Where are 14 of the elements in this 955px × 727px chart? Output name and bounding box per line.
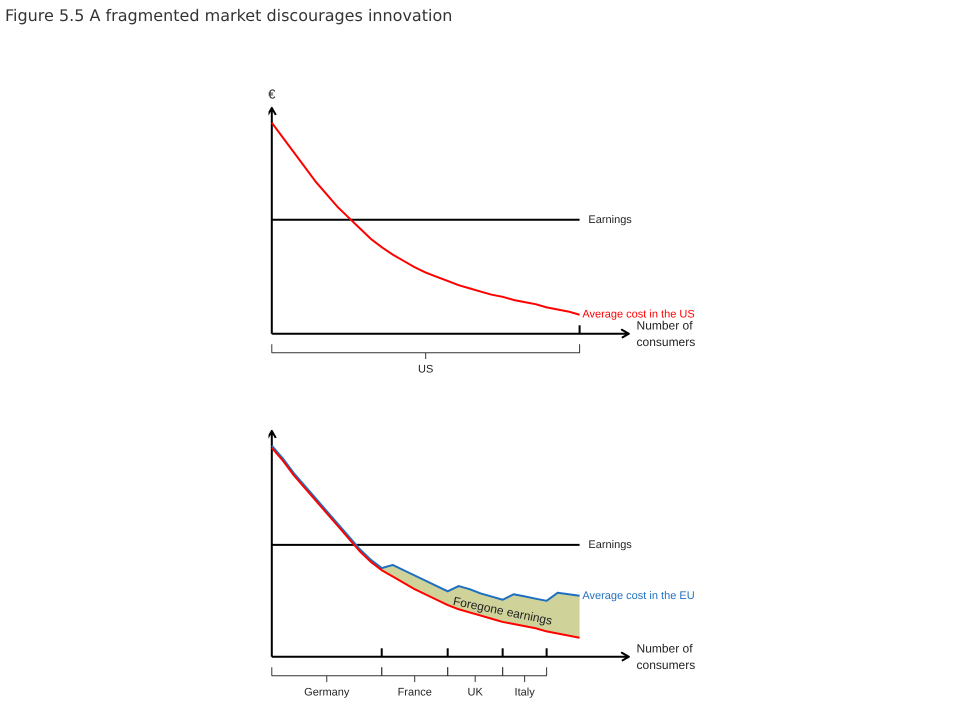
y-axis-title: € (268, 86, 276, 102)
ref-line-label: Earnings (588, 538, 632, 551)
ref-line-label: Earnings (588, 214, 632, 226)
text: France (398, 686, 432, 698)
text: Italy (514, 686, 536, 698)
text: UK (468, 686, 484, 698)
x-axis-title: Number of consumers (636, 641, 696, 672)
text: Germany (304, 686, 350, 698)
text: US (418, 363, 434, 376)
x-axis-title: Number of consumers (636, 318, 696, 350)
series-label: Average cost in the EU (582, 590, 695, 602)
series-label: Average cost in the US (582, 308, 695, 321)
annotation: Foregone earnings (452, 594, 554, 628)
chart-title: Figure 5.5 A fragmented market discourages innovation (5, 5, 452, 27)
